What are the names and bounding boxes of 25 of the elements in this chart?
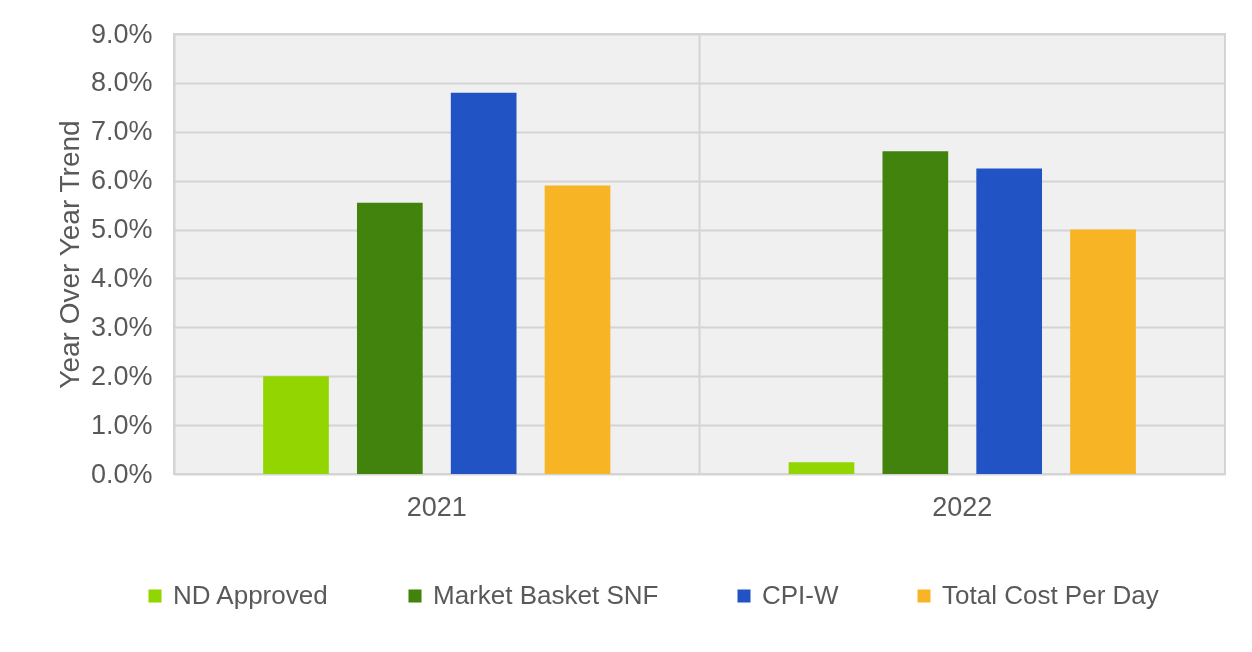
bar [1070, 229, 1136, 474]
y-tick-label: 6.0% [90, 165, 153, 196]
x-tick-label: 2022 [932, 491, 993, 522]
y-tick-label: 5.0% [90, 214, 153, 245]
y-tick-label: 1.0% [90, 409, 153, 440]
y-tick-label: 2.0% [90, 360, 153, 391]
bar [450, 92, 517, 474]
legend-label: ND Approved [173, 580, 328, 610]
y-axis-title: Year Over Year Trend [53, 120, 85, 389]
bar [356, 202, 423, 474]
bar [976, 168, 1043, 474]
legend-label: Total Cost Per Day [942, 580, 1159, 610]
y-tick-label: 3.0% [90, 311, 153, 342]
bar [544, 185, 611, 474]
y-tick-label: 8.0% [90, 67, 153, 98]
legend-label: CPI-W [762, 580, 839, 610]
y-tick-label: 0.0% [90, 458, 153, 489]
legend-label: Market Basket SNF [433, 580, 659, 610]
bar [263, 376, 329, 474]
bar [788, 462, 855, 474]
bar [882, 151, 949, 474]
y-tick-label: 9.0% [90, 18, 153, 49]
x-tick-label: 2021 [406, 491, 467, 522]
y-tick-label: 4.0% [90, 262, 153, 293]
y-tick-label: 7.0% [90, 116, 153, 147]
